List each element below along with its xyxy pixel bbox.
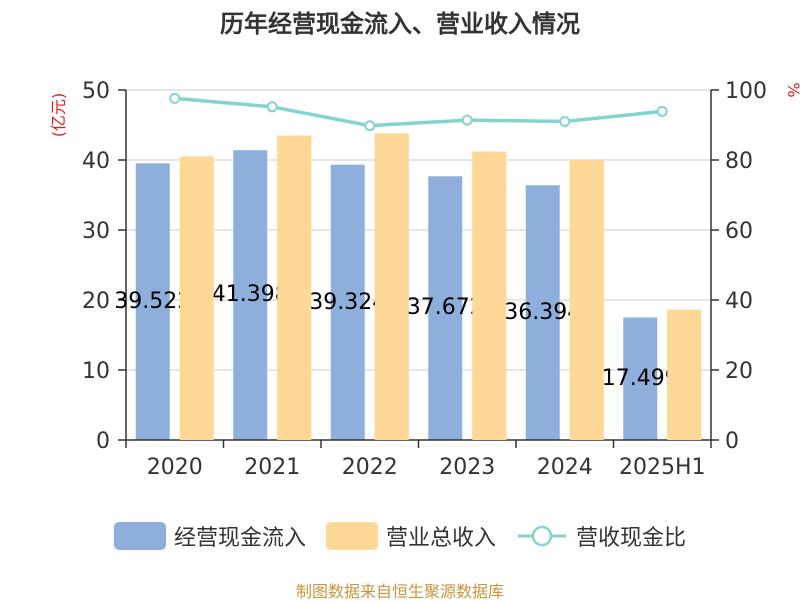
ratio-point[interactable] xyxy=(364,120,376,132)
legend-swatch-cash-inflow xyxy=(113,522,166,550)
data-source-note: 制图数据来自恒生聚源数据库 xyxy=(295,582,504,601)
right-tick-label: 0 xyxy=(725,429,739,454)
bar-cash-inflow[interactable] xyxy=(623,317,658,440)
right-tick-label: 60 xyxy=(725,219,753,244)
legend-item-revenue[interactable]: 营业总收入 xyxy=(325,520,496,552)
cash-inflow-bars xyxy=(135,150,658,441)
right-tick-label: 20 xyxy=(725,359,753,384)
bar-revenue-overlay xyxy=(472,151,507,440)
data-label-cash-inflow: 37.672 xyxy=(407,295,484,320)
bar-revenue-overlay xyxy=(374,133,409,440)
bar-revenue-overlay xyxy=(277,135,312,440)
data-label-cash-inflow: 39.324 xyxy=(309,290,386,315)
x-tick-label: 2024 xyxy=(537,455,593,480)
data-label-cash-inflow: 17.499 xyxy=(602,366,679,391)
ratio-point[interactable] xyxy=(656,105,668,117)
ratio-point[interactable] xyxy=(461,114,473,126)
left-tick-label: 50 xyxy=(82,79,110,104)
x-tick-label: 2021 xyxy=(244,455,300,480)
ratio-line xyxy=(169,92,668,132)
data-label-cash-inflow: 36.394 xyxy=(504,300,581,325)
legend-item-cash-inflow[interactable]: 经营现金流入 xyxy=(113,520,306,552)
bar-cash-inflow[interactable] xyxy=(135,163,170,440)
legend-label-revenue: 营业总收入 xyxy=(385,526,496,551)
legend-label-ratio: 营收现金比 xyxy=(576,526,687,551)
data-labels: 39.522 41.398 39.324 37.672 36.394 17.499 xyxy=(114,133,702,440)
ratio-point[interactable] xyxy=(266,101,278,113)
bar-cash-inflow[interactable] xyxy=(330,164,365,440)
chart-title: 历年经营现金流入、营业收入情况 xyxy=(220,10,580,38)
data-label-cash-inflow: 41.398 xyxy=(212,282,289,307)
left-tick-label: 0 xyxy=(96,429,110,454)
ratio-point[interactable] xyxy=(559,116,571,127)
left-axis-label: (亿元) xyxy=(49,93,68,138)
bar-cash-inflow[interactable] xyxy=(428,176,463,440)
ratio-line-path xyxy=(174,96,663,128)
legend: 经营现金流入 营业总收入 营收现金比 xyxy=(0,516,800,556)
x-axis-ticks: 2020 2021 2022 2023 2024 2025H1 xyxy=(125,440,712,480)
ratio-point[interactable] xyxy=(169,92,181,104)
bar-cash-inflow[interactable] xyxy=(525,185,560,440)
legend-swatch-revenue xyxy=(325,522,378,550)
bar-revenue-overlay xyxy=(179,156,214,440)
bar-revenue-overlay xyxy=(667,309,702,440)
left-axis-ticks: 0 10 20 30 40 50 xyxy=(82,79,126,454)
left-tick-label: 20 xyxy=(82,289,110,314)
x-tick-label: 2025H1 xyxy=(619,455,706,480)
right-tick-label: 80 xyxy=(725,149,753,174)
right-tick-label: 40 xyxy=(725,289,753,314)
right-tick-label: 100 xyxy=(725,79,767,104)
legend-item-ratio[interactable]: 营收现金比 xyxy=(516,520,686,552)
left-tick-label: 40 xyxy=(82,149,110,174)
legend-label-cash-inflow: 经营现金流入 xyxy=(173,526,306,551)
left-tick-label: 30 xyxy=(82,219,110,244)
legend-swatch-ratio xyxy=(518,525,566,547)
bar-revenue-overlay xyxy=(569,160,604,440)
data-label-cash-inflow: 39.522 xyxy=(114,289,191,314)
right-axis-label: % xyxy=(784,82,800,97)
left-tick-label: 10 xyxy=(82,359,110,384)
x-tick-label: 2020 xyxy=(147,455,203,480)
right-axis-ticks: 0 20 40 60 80 100 xyxy=(711,79,767,454)
x-tick-label: 2022 xyxy=(342,455,398,480)
bar-cash-inflow[interactable] xyxy=(233,150,268,441)
x-tick-label: 2023 xyxy=(439,455,495,480)
